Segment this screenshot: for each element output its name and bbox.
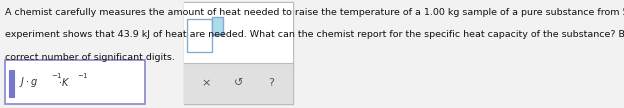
Bar — [187, 19, 212, 52]
Text: experiment shows that 43.9 kJ of heat are needed. What can the chemist report fo: experiment shows that 43.9 kJ of heat ar… — [5, 30, 624, 39]
Text: ?: ? — [268, 78, 275, 88]
Text: $\cdot K$: $\cdot K$ — [58, 76, 70, 88]
Bar — [212, 17, 223, 35]
Text: A chemist carefully measures the amount of heat needed to raise the temperature : A chemist carefully measures the amount … — [5, 8, 624, 17]
Bar — [184, 2, 293, 104]
Bar — [184, 63, 293, 104]
Text: correct number of significant digits.: correct number of significant digits. — [5, 53, 175, 62]
Bar — [9, 70, 14, 97]
Text: $-1$: $-1$ — [77, 71, 89, 80]
Text: $J \cdot g$: $J \cdot g$ — [19, 75, 38, 89]
Text: ↺: ↺ — [234, 78, 243, 88]
Text: $-1$: $-1$ — [51, 71, 63, 80]
Bar — [184, 3, 293, 63]
Bar — [5, 60, 145, 104]
Text: ×: × — [201, 78, 211, 88]
